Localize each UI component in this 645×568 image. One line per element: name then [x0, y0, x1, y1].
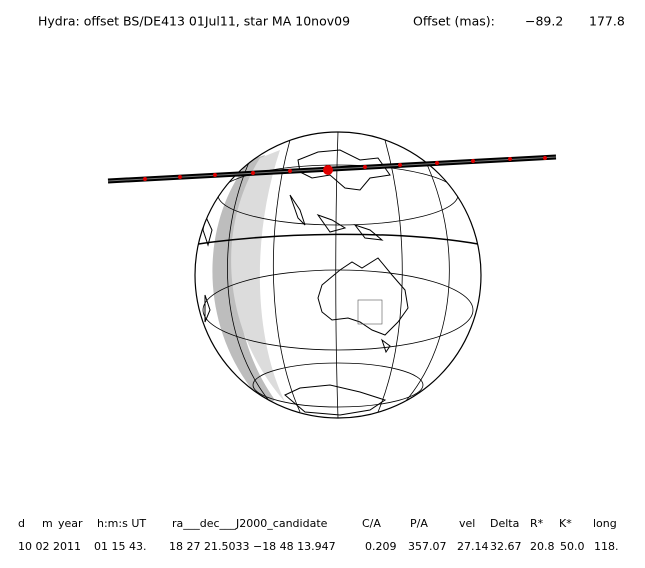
cell: 118.: [594, 540, 619, 553]
column-header: year: [58, 517, 83, 530]
cell: 357.07: [408, 540, 447, 553]
night-crescent: [212, 155, 275, 405]
offset-x: −89.2: [525, 14, 563, 29]
cell: 50.0: [560, 540, 585, 553]
cell: 32.67: [490, 540, 522, 553]
column-header: K*: [559, 517, 572, 530]
offset-label: Offset (mas):: [413, 14, 495, 29]
column-header: d: [18, 517, 25, 530]
cell: 18 27 21.5033 −18 48 13.947: [169, 540, 336, 553]
column-header: P/A: [410, 517, 428, 530]
cell: 01 15 43.: [94, 540, 146, 553]
column-header: C/A: [362, 517, 381, 530]
cell: 0.209: [365, 540, 397, 553]
twilight-band: [231, 150, 285, 402]
globe: [195, 132, 481, 418]
column-header: R*: [530, 517, 544, 530]
shadow-limit: [195, 233, 481, 266]
table-row: 10 02 2011 01 15 43. 18 27 21.5033 −18 4…: [18, 540, 619, 553]
coastlines: [202, 149, 409, 416]
occultation-track: [107, 154, 557, 184]
column-header: m: [42, 517, 53, 530]
column-header: Delta: [490, 517, 519, 530]
title: Hydra: offset BS/DE413 01Jul11, star MA …: [38, 14, 350, 29]
column-header: h:m:s UT: [97, 517, 146, 530]
table-header: d m year h:m:s UT ra___dec___J2000_candi…: [18, 517, 617, 530]
closest-approach: [323, 165, 333, 175]
cell: 10 02 2011: [18, 540, 81, 553]
state-border: [357, 299, 383, 325]
column-header: vel: [459, 517, 475, 530]
globe-outline: [194, 131, 482, 419]
column-header: long: [593, 517, 617, 530]
cell: 27.14: [457, 540, 489, 553]
offset-y: 177.8: [589, 14, 625, 29]
column-header: ra___dec___J2000_candidate: [172, 517, 328, 530]
track-dots: [143, 156, 547, 181]
cell: 20.8: [530, 540, 555, 553]
